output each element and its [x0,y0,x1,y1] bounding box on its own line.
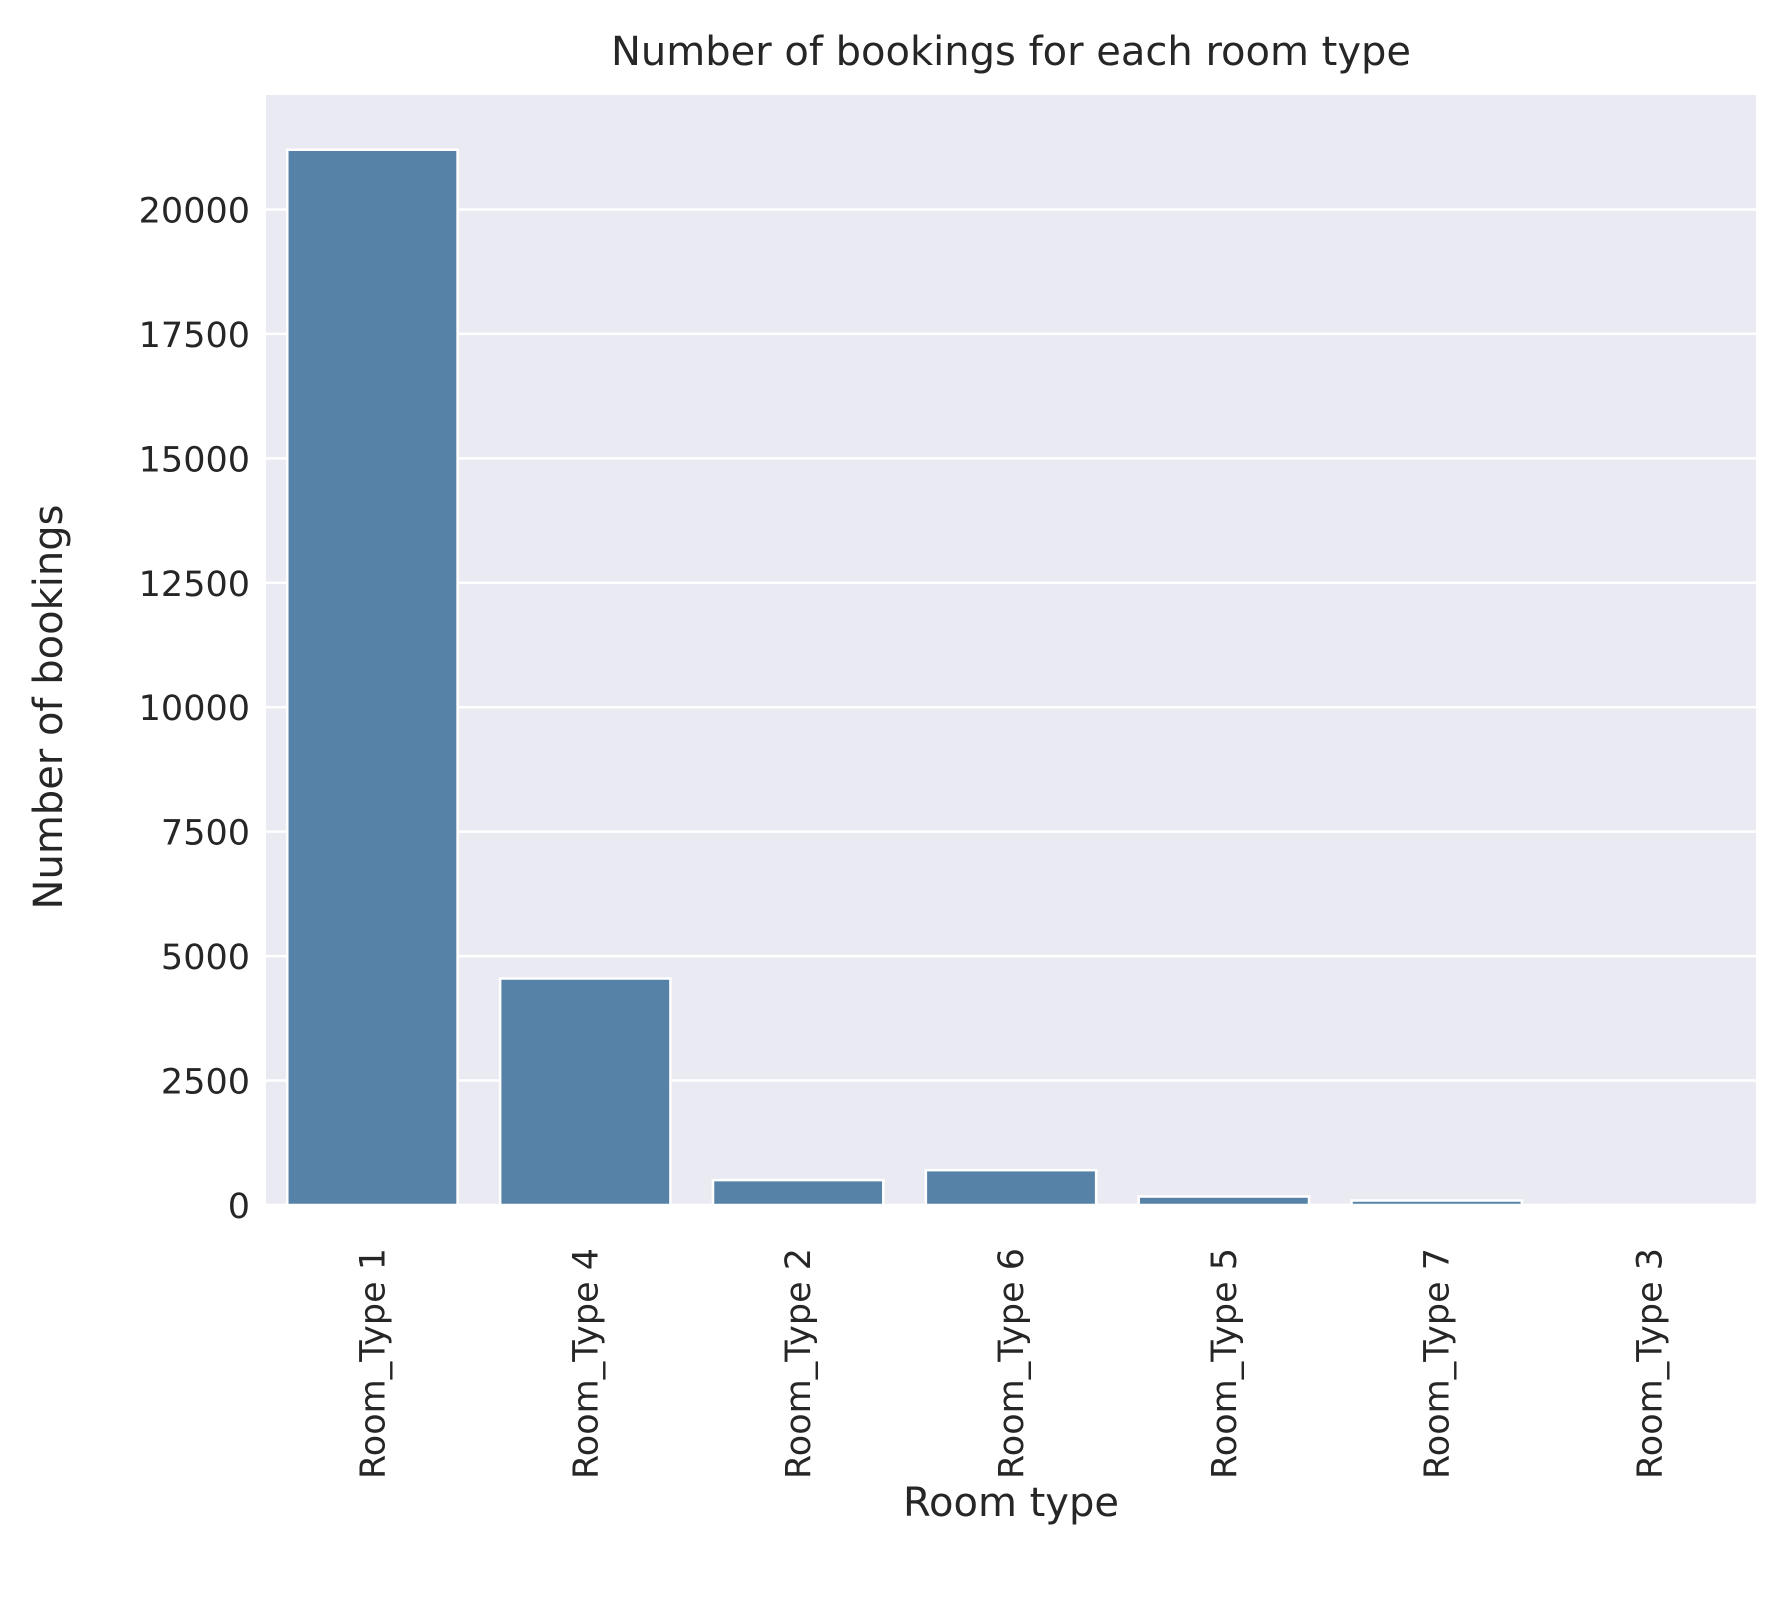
y-tick-label: 2500 [161,1063,250,1103]
bar [924,1168,1098,1207]
bar [498,977,672,1207]
x-tick-label: Room_Type 6 [992,1248,1032,1479]
y-tick-labels: 0 2500 5000 7500 10000 12500 15000 17500 20000 [139,191,250,1227]
x-tick-label: Room_Type 2 [779,1248,819,1479]
y-tick-label: 5000 [161,938,250,978]
y-tick-label: 20000 [139,191,250,231]
x-tick-labels: Room_Type 1 Room_Type 4 Room_Type 2 Room_Ty… [353,1248,1670,1479]
x-tick-label: Room_Type 7 [1418,1248,1458,1479]
y-tick-label: 15000 [139,440,250,480]
bar [1563,1203,1736,1207]
x-tick-label: Room_Type 5 [1205,1248,1245,1479]
bar [1137,1195,1311,1207]
bar [286,148,459,1207]
chart-title: Number of bookings for each room type [611,29,1411,75]
y-tick-label: 17500 [139,316,250,356]
plot-background [266,95,1756,1205]
bar [711,1178,885,1207]
x-tick-label: Room_Type 3 [1631,1248,1671,1479]
x-axis-label: Room type [903,1480,1119,1526]
y-tick-label: 7500 [161,814,250,854]
bar [1350,1199,1524,1207]
y-axis-label: Number of bookings [26,505,72,910]
y-tick-label: 12500 [139,565,250,605]
x-tick-label: Room_Type 4 [566,1248,606,1479]
x-tick-label: Room_Type 1 [353,1248,393,1479]
y-tick-label: 0 [228,1187,250,1227]
bars [286,148,1736,1207]
y-tick-label: 10000 [139,689,250,729]
